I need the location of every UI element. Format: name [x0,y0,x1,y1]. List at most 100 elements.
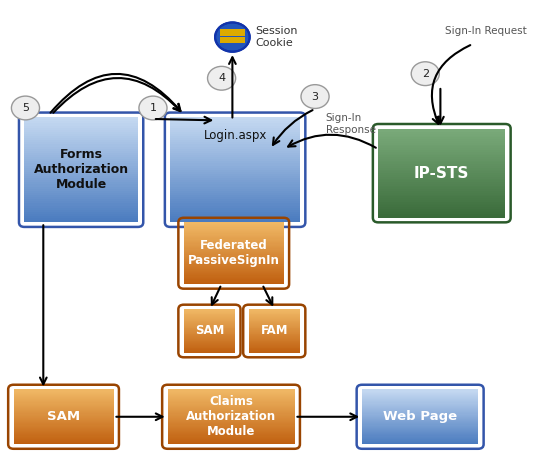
Bar [14,430,113,431]
Bar [170,174,300,176]
Bar [170,170,300,172]
Bar [362,442,478,443]
Bar [362,408,478,409]
Circle shape [139,96,167,120]
Bar [378,157,505,159]
Bar [362,389,478,390]
Text: Web Page: Web Page [383,410,457,423]
Bar [14,411,113,413]
Bar [24,155,138,157]
Bar [378,182,505,184]
Bar [184,242,284,244]
Bar [170,149,300,151]
Bar [184,270,284,272]
Bar [168,396,294,397]
Bar [24,172,138,174]
Bar [184,317,235,318]
Text: 2: 2 [422,69,429,79]
Bar [249,335,300,336]
Bar [14,417,113,418]
Bar [24,187,138,189]
Bar [168,400,294,401]
Bar [378,132,505,134]
Bar [168,394,294,395]
Bar [168,437,294,438]
Bar [362,432,478,433]
Bar [249,349,300,350]
Circle shape [215,22,250,52]
Bar [24,161,138,163]
Bar [168,413,294,414]
Bar [24,184,138,187]
Bar [184,349,235,350]
Bar [168,390,294,392]
Bar [378,177,505,179]
Bar [184,247,284,248]
Bar [378,175,505,177]
Bar [184,233,284,235]
Bar [168,440,294,441]
Bar [184,268,284,269]
Bar [362,431,478,432]
Bar [14,390,113,392]
Bar [168,398,294,399]
Bar [14,440,113,441]
Bar [184,337,235,338]
Bar [378,169,505,171]
Bar [170,134,300,136]
Bar [184,351,235,352]
Bar [14,434,113,435]
Bar [362,440,478,441]
Bar [170,191,300,193]
Bar [168,397,294,398]
Bar [170,216,300,218]
Bar [249,344,300,345]
Bar [362,430,478,431]
Bar [24,130,138,132]
Bar [170,203,300,206]
Bar [362,423,478,425]
Bar [362,409,478,410]
Bar [14,431,113,432]
Bar [184,253,284,255]
Bar [14,405,113,406]
Bar [14,416,113,417]
Bar [362,429,478,430]
Circle shape [12,96,40,120]
Text: IP-STS: IP-STS [414,166,470,181]
Bar [168,416,294,417]
Bar [170,138,300,140]
Bar [184,240,284,241]
Bar [184,334,235,335]
Bar [378,184,505,186]
Bar [14,432,113,433]
Bar [14,435,113,437]
Bar [362,394,478,395]
Bar [249,337,300,338]
Bar [24,117,138,119]
Bar [362,428,478,429]
Bar [14,428,113,429]
Bar [14,441,113,442]
Bar [249,328,300,329]
Bar [362,443,478,444]
Bar [362,418,478,419]
Bar [14,442,113,443]
Bar [184,257,284,258]
Bar [14,393,113,394]
Bar [184,346,235,347]
Bar [249,315,300,316]
Circle shape [207,66,235,90]
Bar [378,139,505,141]
Text: 3: 3 [311,92,318,101]
Bar [24,218,138,220]
Bar [14,398,113,399]
Bar [14,422,113,423]
Bar [378,171,505,173]
Bar [24,216,138,218]
Bar [184,333,235,334]
Bar [14,414,113,416]
Bar [168,431,294,432]
Text: Federated
PassiveSignIn: Federated PassiveSignIn [188,239,280,267]
Bar [168,406,294,407]
